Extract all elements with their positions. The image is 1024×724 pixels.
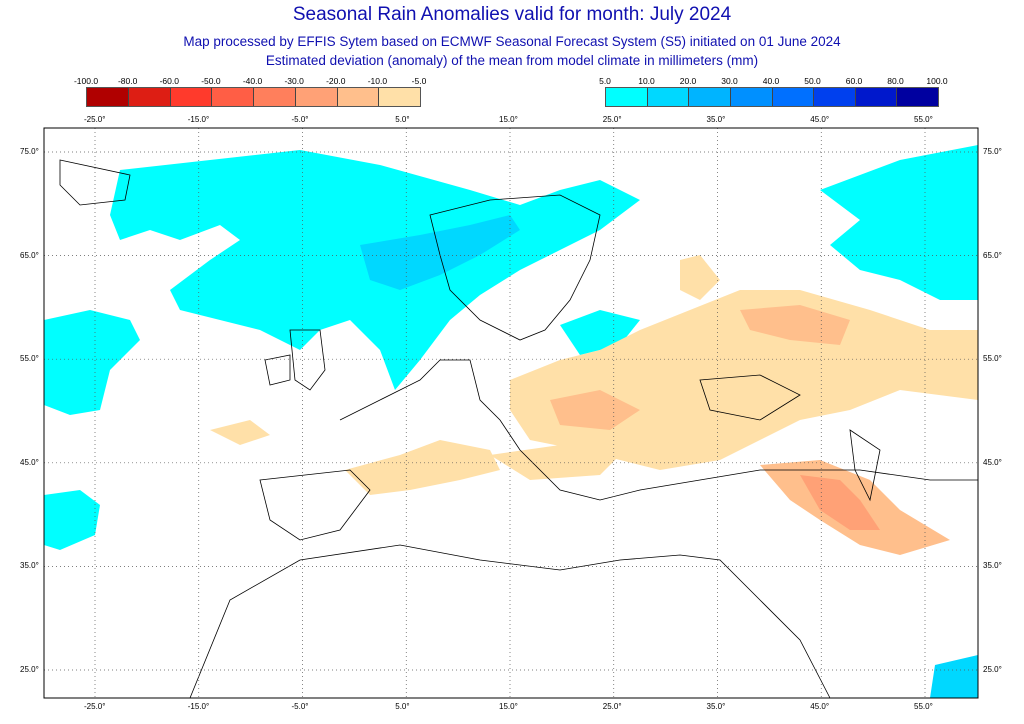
colorbar-label: 80.0	[887, 76, 904, 86]
axis-tick-label: 35.0°	[20, 561, 39, 571]
axis-tick-label: 55.0°	[983, 354, 1002, 364]
axis-tick-label: -15.0°	[187, 702, 210, 711]
axis-tick-label: 75.0°	[20, 147, 39, 156]
colorbar-swatch	[647, 88, 690, 106]
axis-tick-label: 45.0°	[983, 457, 1002, 467]
colorbar-swatch	[689, 88, 731, 106]
colorbar-label: -20.0	[326, 76, 346, 86]
anomaly-fields	[44, 145, 978, 698]
colorbar-label: -60.0	[159, 76, 179, 86]
colorbar-swatch	[897, 88, 938, 106]
axis-tick-label: 25.0°	[602, 115, 622, 124]
colorbar-label: -40.0	[242, 76, 263, 86]
colorbar-label: 5.0	[599, 76, 611, 86]
map-frame	[43, 127, 979, 699]
colorbar-label: 10.0	[638, 76, 655, 86]
dry-north	[680, 255, 720, 300]
axis-tick-label: 65.0°	[983, 250, 1002, 260]
colorbar-swatch	[814, 88, 856, 106]
axis-tick-label: 35.0°	[706, 115, 726, 124]
colorbar-swatch	[772, 88, 815, 106]
colorbar-label: -100.0	[73, 76, 99, 86]
colorbar-label: -50.0	[201, 76, 221, 86]
colorbar-label: 40.0	[762, 76, 780, 86]
axis-tick-label: 45.0°	[20, 457, 39, 467]
map-subtitle: Map processed by EFFIS Sytem based on EC…	[183, 34, 841, 49]
dry-eastern-europe-core	[740, 305, 850, 345]
colorbar-label: 20.0	[679, 76, 697, 86]
colorbar-label: 30.0	[721, 76, 738, 86]
axis-tick-label: 45.0°	[810, 702, 830, 711]
colorbar-label: -80.0	[117, 76, 138, 86]
colorbar-swatch	[606, 88, 648, 106]
axis-tick-label: 5.0°	[395, 115, 410, 124]
map-units-note: Estimated deviation (anomaly) of the mea…	[265, 53, 759, 68]
wet-north-atlantic-core	[360, 215, 520, 290]
dry-atlantic	[210, 420, 270, 445]
colorbar-swatch	[730, 88, 773, 106]
colorbar-label: 100.0	[926, 76, 948, 86]
axis-tick-label: -25.0°	[84, 702, 106, 711]
map-title: Seasonal Rain Anomalies valid for month:…	[292, 4, 732, 25]
colorbar-label: -10.0	[367, 76, 388, 86]
colorbar-swatch	[212, 88, 254, 106]
dry-iberia-france	[345, 440, 500, 495]
axis-tick-label: 5.0°	[395, 702, 410, 711]
axis-tick-label: 35.0°	[706, 702, 726, 711]
colorbar-swatch	[87, 88, 129, 106]
colorbar-label: 60.0	[845, 76, 863, 86]
colorbar-wet	[605, 87, 939, 107]
dry-caucasus-core	[800, 475, 880, 530]
axis-tick-label: 65.0°	[20, 250, 39, 260]
axis-tick-label: -15.0°	[187, 115, 210, 124]
colorbar-swatch	[128, 88, 171, 106]
wet-azores	[44, 490, 100, 550]
wet-northeast	[820, 145, 978, 300]
axis-tick-label: 55.0°	[914, 115, 933, 124]
axis-tick-label: 75.0°	[983, 147, 1002, 156]
axis-tick-label: 45.0°	[810, 115, 830, 124]
colorbar-swatch	[170, 88, 213, 106]
colorbar-swatch	[379, 88, 420, 106]
axis-tick-label: 55.0°	[20, 354, 39, 364]
axis-tick-label: 25.0°	[20, 665, 39, 674]
axis-tick-label: 15.0°	[499, 115, 518, 124]
axis-tick-label: 55.0°	[914, 702, 933, 711]
axis-tick-label: -5.0°	[291, 702, 309, 711]
colorbar-dry	[86, 87, 421, 107]
wet-west	[44, 310, 140, 415]
colorbar-swatch	[254, 88, 296, 106]
axis-tick-label: -5.0°	[291, 115, 309, 124]
colorbar-swatch	[855, 88, 898, 106]
axis-tick-label: 25.0°	[983, 665, 1002, 674]
axis-tick-label: 15.0°	[499, 702, 518, 711]
dry-central-europe-core	[550, 390, 640, 430]
axis-tick-label: 35.0°	[983, 561, 1002, 571]
axis-tick-label: 25.0°	[602, 702, 622, 711]
colorbar-label: 50.0	[804, 76, 821, 86]
dry-eastern-europe	[510, 290, 978, 470]
colorbar-label: -30.0	[284, 76, 304, 86]
colorbar-swatch	[295, 88, 338, 106]
colorbar-label: -5.0	[411, 76, 427, 86]
axis-tick-label: -25.0°	[84, 115, 106, 124]
dry-balkans	[490, 445, 620, 480]
wet-southeast-corner	[930, 655, 978, 698]
colorbar-swatch	[337, 88, 380, 106]
graticule	[44, 128, 978, 698]
